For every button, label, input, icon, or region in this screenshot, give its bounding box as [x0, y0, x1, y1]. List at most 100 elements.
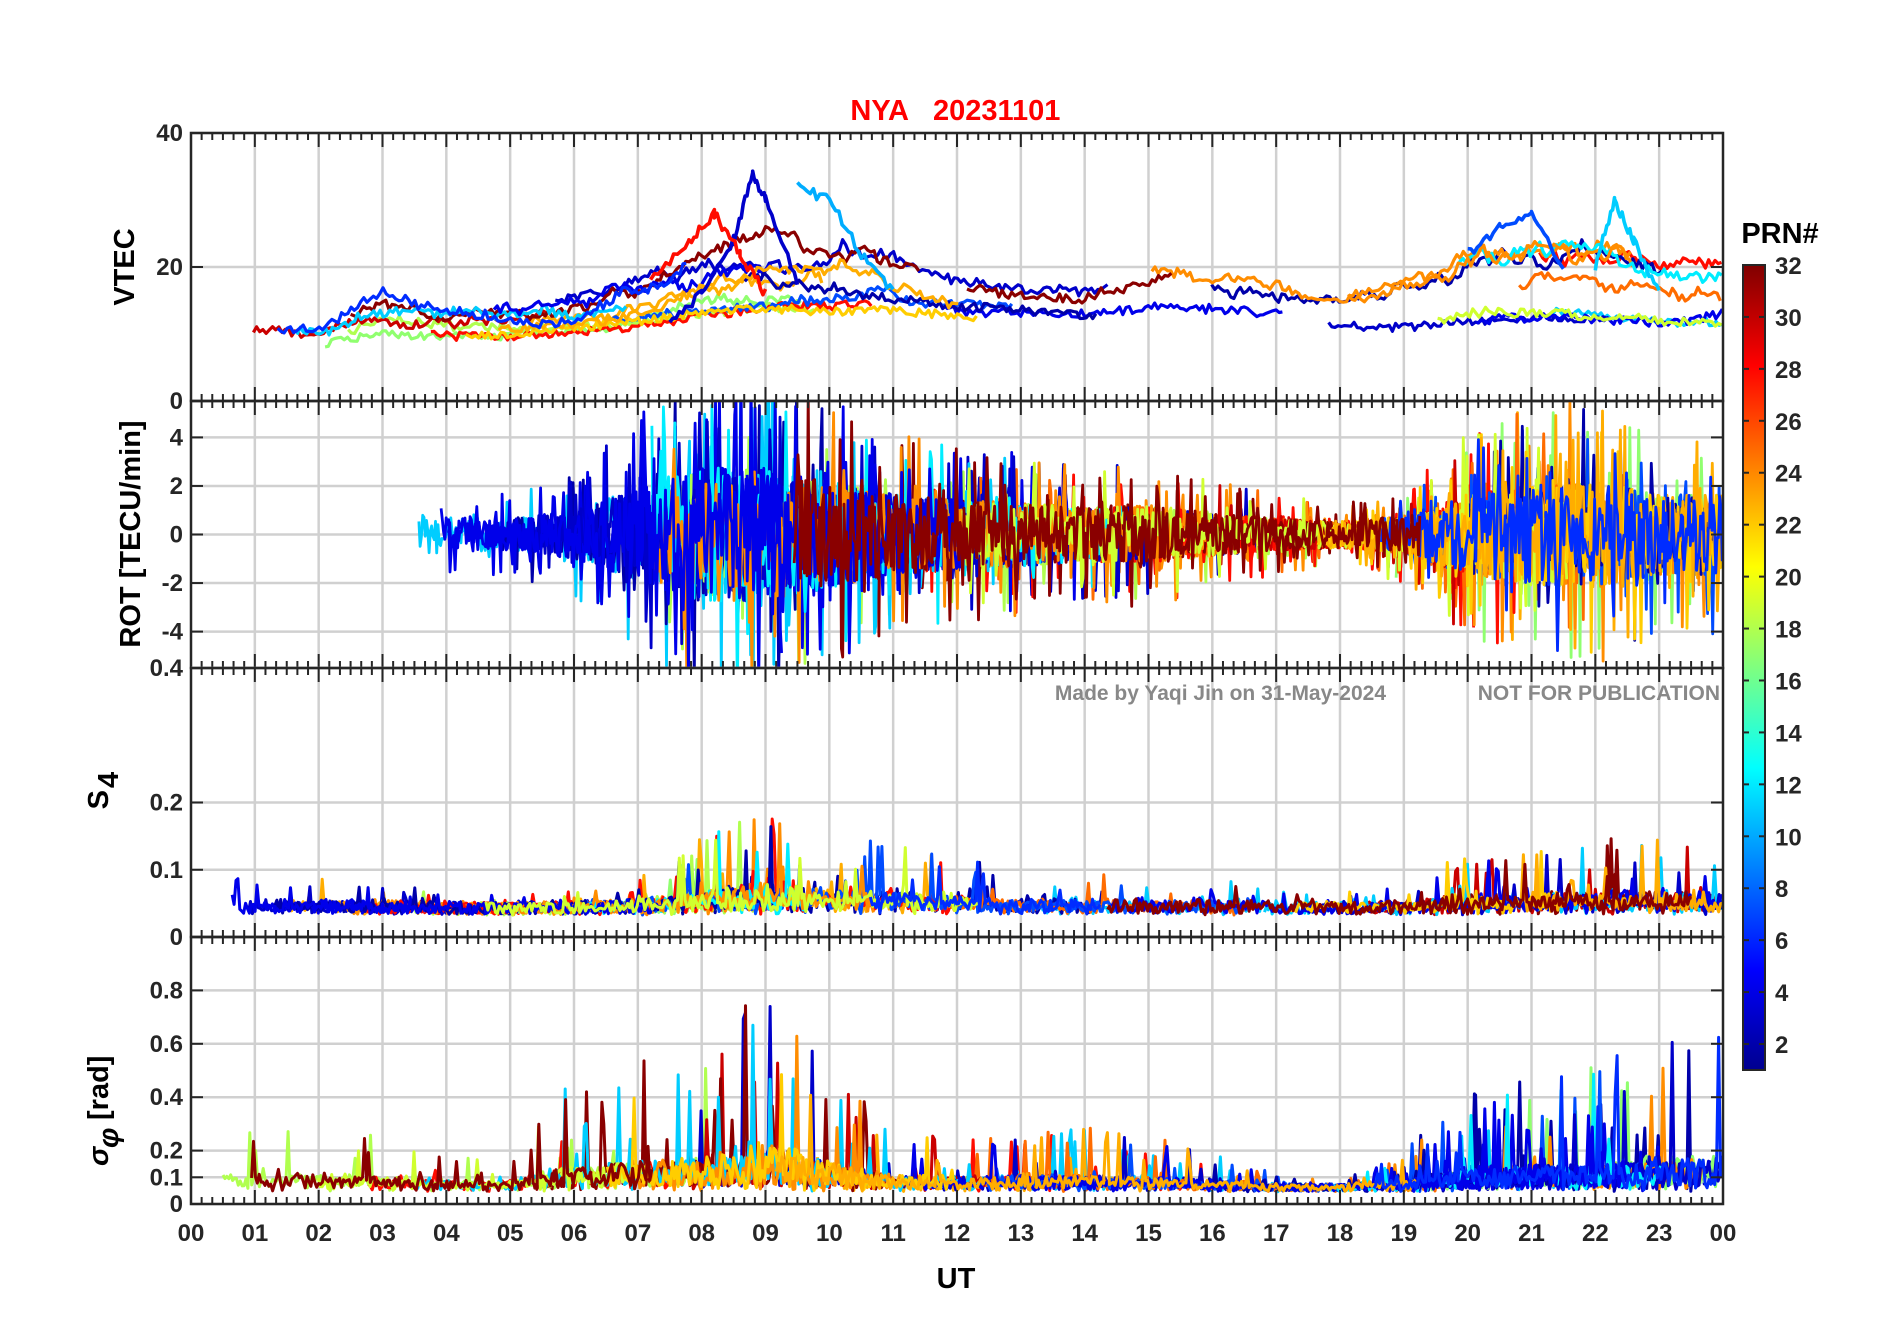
- rot-series-line: [792, 401, 1422, 659]
- vtec-series-line: [743, 271, 1098, 321]
- vtec-series-line: [1437, 305, 1723, 328]
- colorbar-tick-label: 12: [1775, 772, 1802, 799]
- colorbar-tick-label: 2: [1775, 1032, 1788, 1059]
- colorbar-tick-label: 28: [1775, 357, 1802, 384]
- x-tick-label: 10: [816, 1220, 843, 1247]
- s4-panel: 0 0.1 0.2 0.4: [150, 655, 1725, 951]
- x-tick-label: 08: [688, 1220, 715, 1247]
- colorbar-tick-label: 4: [1775, 980, 1789, 1007]
- rot-y-axis-label: ROT [TECU/min]: [115, 420, 147, 647]
- colorbar-label: PRN#: [1741, 218, 1818, 250]
- x-tick-label: 03: [369, 1220, 396, 1247]
- x-tick-labels: 00 01 02 03 04 05 06 07 08 09 10 11 12 13 14 15 16 17 18 19…: [178, 1220, 1737, 1247]
- sigma-phi-y-axis-label: σ φ [rad]: [83, 1056, 125, 1166]
- y-tick-label: -4: [162, 619, 184, 646]
- x-tick-label: 05: [497, 1220, 524, 1247]
- y-tick-label: 0.4: [150, 1084, 184, 1111]
- sigma-phi-ticks: [190, 937, 1724, 1205]
- sigma-phi-series-line: [250, 1098, 654, 1193]
- rot-y-tick-labels: -4 -2 0 2 4: [162, 424, 184, 645]
- vtec-panel: 0 20 40: [156, 120, 1725, 415]
- x-tick-label: 09: [752, 1220, 779, 1247]
- y-tick-label: 0.8: [150, 977, 183, 1004]
- y-tick-label: 4: [170, 424, 184, 451]
- vtec-y-tick-labels: 0 20 40: [156, 120, 183, 415]
- colorbar-ticks: 32 30 28 26 24 22 20 18 16 14 12 10 8 6 4 2: [1743, 253, 1802, 1059]
- colorbar-tick-label: 26: [1775, 409, 1802, 436]
- colorbar-tick-label: 24: [1775, 461, 1802, 488]
- s4-lines: [230, 817, 1723, 917]
- sigma-phi-y-tick-labels: 00.10.2 0.4 0.6 0.8: [150, 977, 184, 1218]
- vtec-sample-line: [796, 181, 895, 291]
- rot-panel: -4 -2 0 2 4: [162, 399, 1725, 670]
- sigma-y-label-unit: [rad]: [83, 1056, 115, 1120]
- vtec-grid: [191, 131, 1723, 403]
- sigma-phi-panel: 00.10.2 0.4 0.6 0.8: [150, 935, 1725, 1218]
- x-tick-label: 02: [305, 1220, 332, 1247]
- sigma-phi-lines: [221, 1004, 1723, 1194]
- vtec-series-line: [966, 272, 1173, 305]
- rot-series-line: [1380, 438, 1723, 652]
- x-tick-label: 19: [1390, 1220, 1417, 1247]
- title-date: 20231101: [933, 95, 1060, 127]
- x-tick-label: 21: [1518, 1220, 1545, 1247]
- colorbar-tick-label: 30: [1775, 305, 1802, 332]
- x-tick-label: 16: [1199, 1220, 1226, 1247]
- y-tick-label: 0.1: [150, 857, 183, 884]
- colorbar-tick-label: 20: [1775, 565, 1802, 592]
- sigma-y-label-sub: φ: [93, 1128, 125, 1148]
- prn-colorbar: PRN# 32 30 28 26 24 22 20 18 16 14 12 10 8 6 4 2: [1741, 218, 1819, 1071]
- sigma-y-label-main: σ: [83, 1145, 115, 1166]
- x-tick-label: 04: [433, 1220, 460, 1247]
- title-station: NYA: [850, 95, 909, 127]
- x-tick-label: 06: [561, 1220, 588, 1247]
- vtec-lines: [252, 169, 1723, 349]
- x-tick-label: 13: [1007, 1220, 1034, 1247]
- x-tick-label: 12: [944, 1220, 971, 1247]
- colorbar-tick-label: 22: [1775, 513, 1802, 540]
- colorbar-tick-label: 18: [1775, 617, 1802, 644]
- vtec-series-line: [1327, 312, 1607, 333]
- y-tick-label: 0: [170, 1191, 183, 1218]
- vtec-series-line: [276, 261, 687, 335]
- vtec-series-line: [1455, 239, 1723, 284]
- watermark-credit: Made by Yaqi Jin on 31-May-2024: [1055, 682, 1386, 705]
- y-tick-label: 0.6: [150, 1031, 183, 1058]
- colorbar-gradient: [1742, 264, 1766, 1071]
- s4-y-axis-label: S 4: [83, 772, 125, 809]
- x-tick-label: 22: [1582, 1220, 1609, 1247]
- x-tick-label: 00: [178, 1220, 205, 1247]
- x-axis-label: UT: [937, 1263, 976, 1295]
- vtec-y-axis-label: VTEC: [109, 228, 141, 305]
- vtec-series-line: [492, 262, 773, 317]
- y-tick-label: 2: [170, 473, 183, 500]
- vtec-sample-line: [649, 207, 768, 297]
- x-tick-label: 00: [1710, 1220, 1737, 1247]
- vtec-sample-line: [1593, 195, 1661, 292]
- x-tick-label: 15: [1135, 1220, 1162, 1247]
- y-tick-label: 0.2: [150, 790, 183, 817]
- x-tick-label: 07: [624, 1220, 651, 1247]
- y-tick-label: 0.2: [150, 1138, 183, 1165]
- s4-series-line: [868, 860, 1102, 916]
- colorbar-tick-label: 16: [1775, 668, 1802, 695]
- vtec-series-line: [464, 303, 978, 341]
- sigma-phi-series-line: [1372, 1035, 1723, 1193]
- y-tick-label: -2: [162, 570, 183, 597]
- rot-lines: [417, 401, 1723, 668]
- y-tick-label: 0: [170, 924, 183, 951]
- x-tick-label: 23: [1646, 1220, 1673, 1247]
- x-tick-label: 11: [880, 1220, 905, 1247]
- vtec-series-line: [942, 301, 1283, 319]
- watermark-notice: NOT FOR PUBLICATION: [1478, 682, 1720, 705]
- vtec-sample-line: [1467, 209, 1565, 270]
- s4-y-label-main: S: [83, 790, 115, 809]
- y-tick-label: 0: [170, 522, 183, 549]
- colorbar-tick-label: 32: [1775, 253, 1802, 280]
- x-tick-label: 18: [1327, 1220, 1354, 1247]
- colorbar-tick-label: 8: [1775, 876, 1788, 903]
- rot-series-line: [447, 410, 783, 668]
- s4-y-label-sub: 4: [93, 772, 125, 788]
- x-tick-label: 14: [1071, 1220, 1098, 1247]
